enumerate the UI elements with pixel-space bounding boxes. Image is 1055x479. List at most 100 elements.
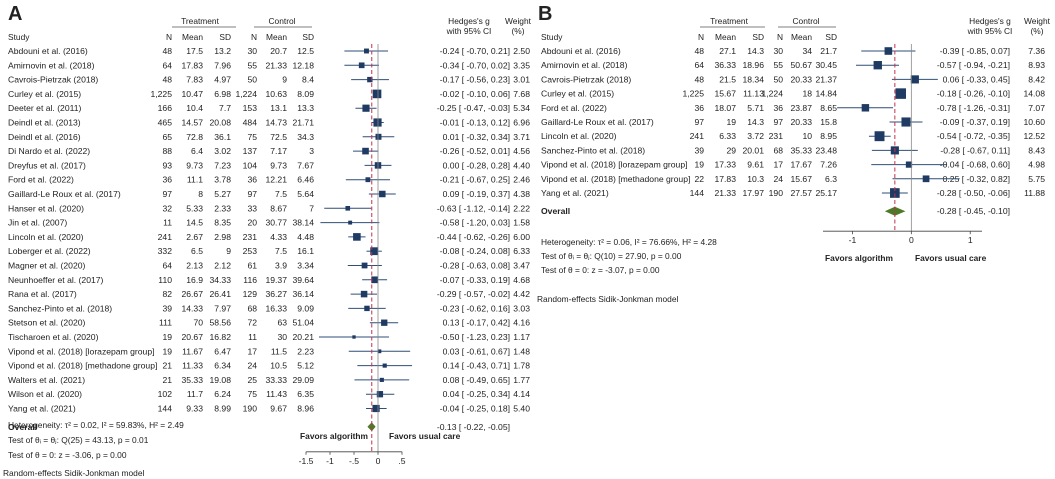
panel-b-control-sd: 21.37: [815, 74, 837, 84]
panel-b-control-sd: 14.84: [815, 89, 837, 99]
panel-a-weight: 2.50: [513, 46, 530, 56]
panel-b-weight: 12.52: [1023, 131, 1045, 141]
panel-b-x-tick-label: -1: [849, 235, 857, 245]
panel-a-treatment-n: 64: [162, 60, 172, 70]
panel-b-control-sd: 8.95: [820, 131, 837, 141]
panel-b-control-mean: 20.33: [790, 117, 812, 127]
panel-a-treatment-sd: 7.23: [214, 160, 231, 170]
panel-a-treatment-sd: 2.12: [214, 261, 231, 271]
panel-b-treatment-n: 64: [694, 60, 704, 70]
panel-a-effect-ci: -0.25 [ -0.47, -0.03]: [437, 103, 510, 113]
panel-b-treatment-mean: 17.83: [714, 174, 736, 184]
panel-a-t-sd-header: SD: [219, 32, 231, 42]
panel-a-treatment-sd: 58.56: [209, 318, 231, 328]
panel-b-effect-ci: -0.78 [ -1.26, -0.31]: [937, 103, 1010, 113]
panel-a-treatment-mean: 8: [198, 189, 203, 199]
panel-b-t-n-header: N: [698, 32, 704, 42]
panel-b-treatment-sd: 3.72: [747, 131, 764, 141]
panel-a-study-name: Jin et al. (2007): [8, 218, 67, 228]
panel-b-point-marker: [910, 75, 919, 84]
panel-b-point-marker: [861, 104, 870, 112]
panel-a-overall-ci: -0.13 [ -0.22, -0.05]: [437, 422, 510, 432]
panel-b-treatment-mean: 27.1: [719, 46, 736, 56]
panel-b-study-name: Ford et al. (2022): [541, 103, 607, 113]
panel-a-study-name: Abdouni et al. (2016): [8, 46, 88, 56]
panel-a-x-tick-label: .5: [398, 456, 405, 466]
panel-a-weight: 3.03: [513, 303, 530, 313]
panel-b-effect-ci: -0.09 [ -0.37, 0.19]: [940, 117, 1010, 127]
panel-b-study-name: Vipond et al. (2018) [methadone group]: [541, 174, 690, 184]
panel-a-point-marker: [375, 133, 382, 140]
panel-b-treatment-mean: 36.33: [714, 60, 736, 70]
panel-a-point-marker: [381, 319, 388, 326]
panel-b-test-zero: Test of θ = 0: z = -3.07, p = 0.00: [541, 265, 660, 275]
panel-b-treatment-sd: 18.96: [742, 60, 764, 70]
panel-a-effect-header-2: with 95% CI: [446, 26, 492, 36]
panel-a-treatment-n: 465: [158, 118, 173, 128]
panel-b-control-sd: 6.3: [825, 174, 837, 184]
panel-a-treatment-mean: 11.1: [187, 175, 203, 185]
panel-a-treatment-sd: 16.82: [209, 332, 231, 342]
panel-a-effect-ci: -0.08 [ -0.24, 0.08]: [440, 246, 510, 256]
panel-a-effect-ci: -0.07 [ -0.33, 0.19]: [440, 275, 510, 285]
panel-a-treatment-sd: 3.02: [214, 146, 231, 156]
panel-b-c-mean-header: Mean: [791, 32, 812, 42]
panel-a-control-sd: 8.09: [297, 89, 314, 99]
panel-a-control-n: 75: [247, 389, 257, 399]
panel-b-model: Random-effects Sidik-Jonkman model: [537, 294, 678, 304]
panel-b-control-mean: 50.67: [790, 60, 812, 70]
panel-a-treatment-sd: 3.78: [214, 175, 231, 185]
panel-a-treatment-n: 32: [162, 203, 172, 213]
panel-a-control-sd: 5.12: [297, 361, 314, 371]
panel-a-treatment-n: 97: [162, 189, 172, 199]
panel-a-treatment-sd: 2.98: [214, 232, 231, 242]
panel-a-treatment-mean: 6.4: [191, 146, 203, 156]
panel-b-effect-header-1: Hedges's g: [969, 16, 1011, 26]
panel-a-effect-ci: -0.44 [ -0.62, -0.26]: [437, 232, 510, 242]
panel-a-control-n: 30: [247, 46, 257, 56]
panel-a-favors-right: Favors usual care: [389, 431, 461, 441]
panel-a-treatment-mean: 10.4: [186, 103, 203, 113]
panel-a: A Treatment Control Hedges's g with 95% …: [3, 3, 532, 478]
panel-a-control-n: 75: [247, 132, 257, 142]
panel-a-control-sd: 38.14: [292, 218, 314, 228]
panel-a-effect-ci: 0.04 [ -0.25, 0.34]: [443, 389, 510, 399]
panel-a-control-sd: 3.34: [297, 261, 314, 271]
panel-b-control-sd: 21.7: [820, 46, 837, 56]
panel-a-control-mean: 63: [277, 318, 287, 328]
panel-b-control-sd: 15.8: [820, 117, 837, 127]
panel-a-control-mean: 4.33: [270, 232, 287, 242]
panel-a-treatment-mean: 5.33: [186, 203, 203, 213]
panel-a-treatment-mean: 9.33: [186, 404, 203, 414]
panel-a-study-name: Amirnovin et al. (2018): [8, 60, 95, 70]
panel-a-x-tick-label: -1.5: [299, 456, 314, 466]
panel-b-control-n: 36: [773, 103, 783, 113]
panel-a-point-marker: [379, 190, 386, 198]
panel-a-study-name: Tischaroen et al. (2020): [8, 332, 99, 342]
panel-a-treatment-n: 82: [162, 289, 172, 299]
panel-a-point-marker: [371, 276, 378, 284]
panel-b-treatment-mean: 18.07: [714, 103, 736, 113]
panel-b-treatment-mean: 21.5: [719, 74, 736, 84]
panel-a-weight: 7.68: [513, 89, 530, 99]
panel-a-effect-ci: -0.34 [ -0.70, 0.02]: [440, 60, 510, 70]
panel-a-control-n: 68: [247, 303, 257, 313]
panel-a-control-mean: 72.5: [270, 132, 287, 142]
panel-a-point-marker: [367, 76, 373, 83]
panel-a-control-n: 24: [247, 361, 257, 371]
panel-a-treatment-mean: 11.33: [182, 361, 203, 371]
panel-a-control-n: 33: [247, 203, 257, 213]
panel-b-treatment-n: 97: [694, 117, 704, 127]
panel-a-x-tick-label: 0: [376, 456, 381, 466]
panel-b-treatment-n: 19: [694, 160, 704, 170]
panel-a-control-sd: 12.5: [297, 46, 314, 56]
panel-a-treatment-n: 166: [158, 103, 173, 113]
panel-a-control-n: 25: [247, 375, 257, 385]
panel-a-weight: 1.58: [513, 218, 530, 228]
panel-b-treatment-mean: 21.33: [714, 188, 736, 198]
panel-a-treatment-mean: 17.83: [181, 60, 203, 70]
panel-b-weight-header-1: Weight: [1024, 16, 1051, 26]
panel-a-treatment-n: 1,225: [150, 89, 172, 99]
panel-a-treatment-sd: 34.33: [209, 275, 231, 285]
panel-a-study-name: Lincoln et al. (2020): [8, 232, 84, 242]
